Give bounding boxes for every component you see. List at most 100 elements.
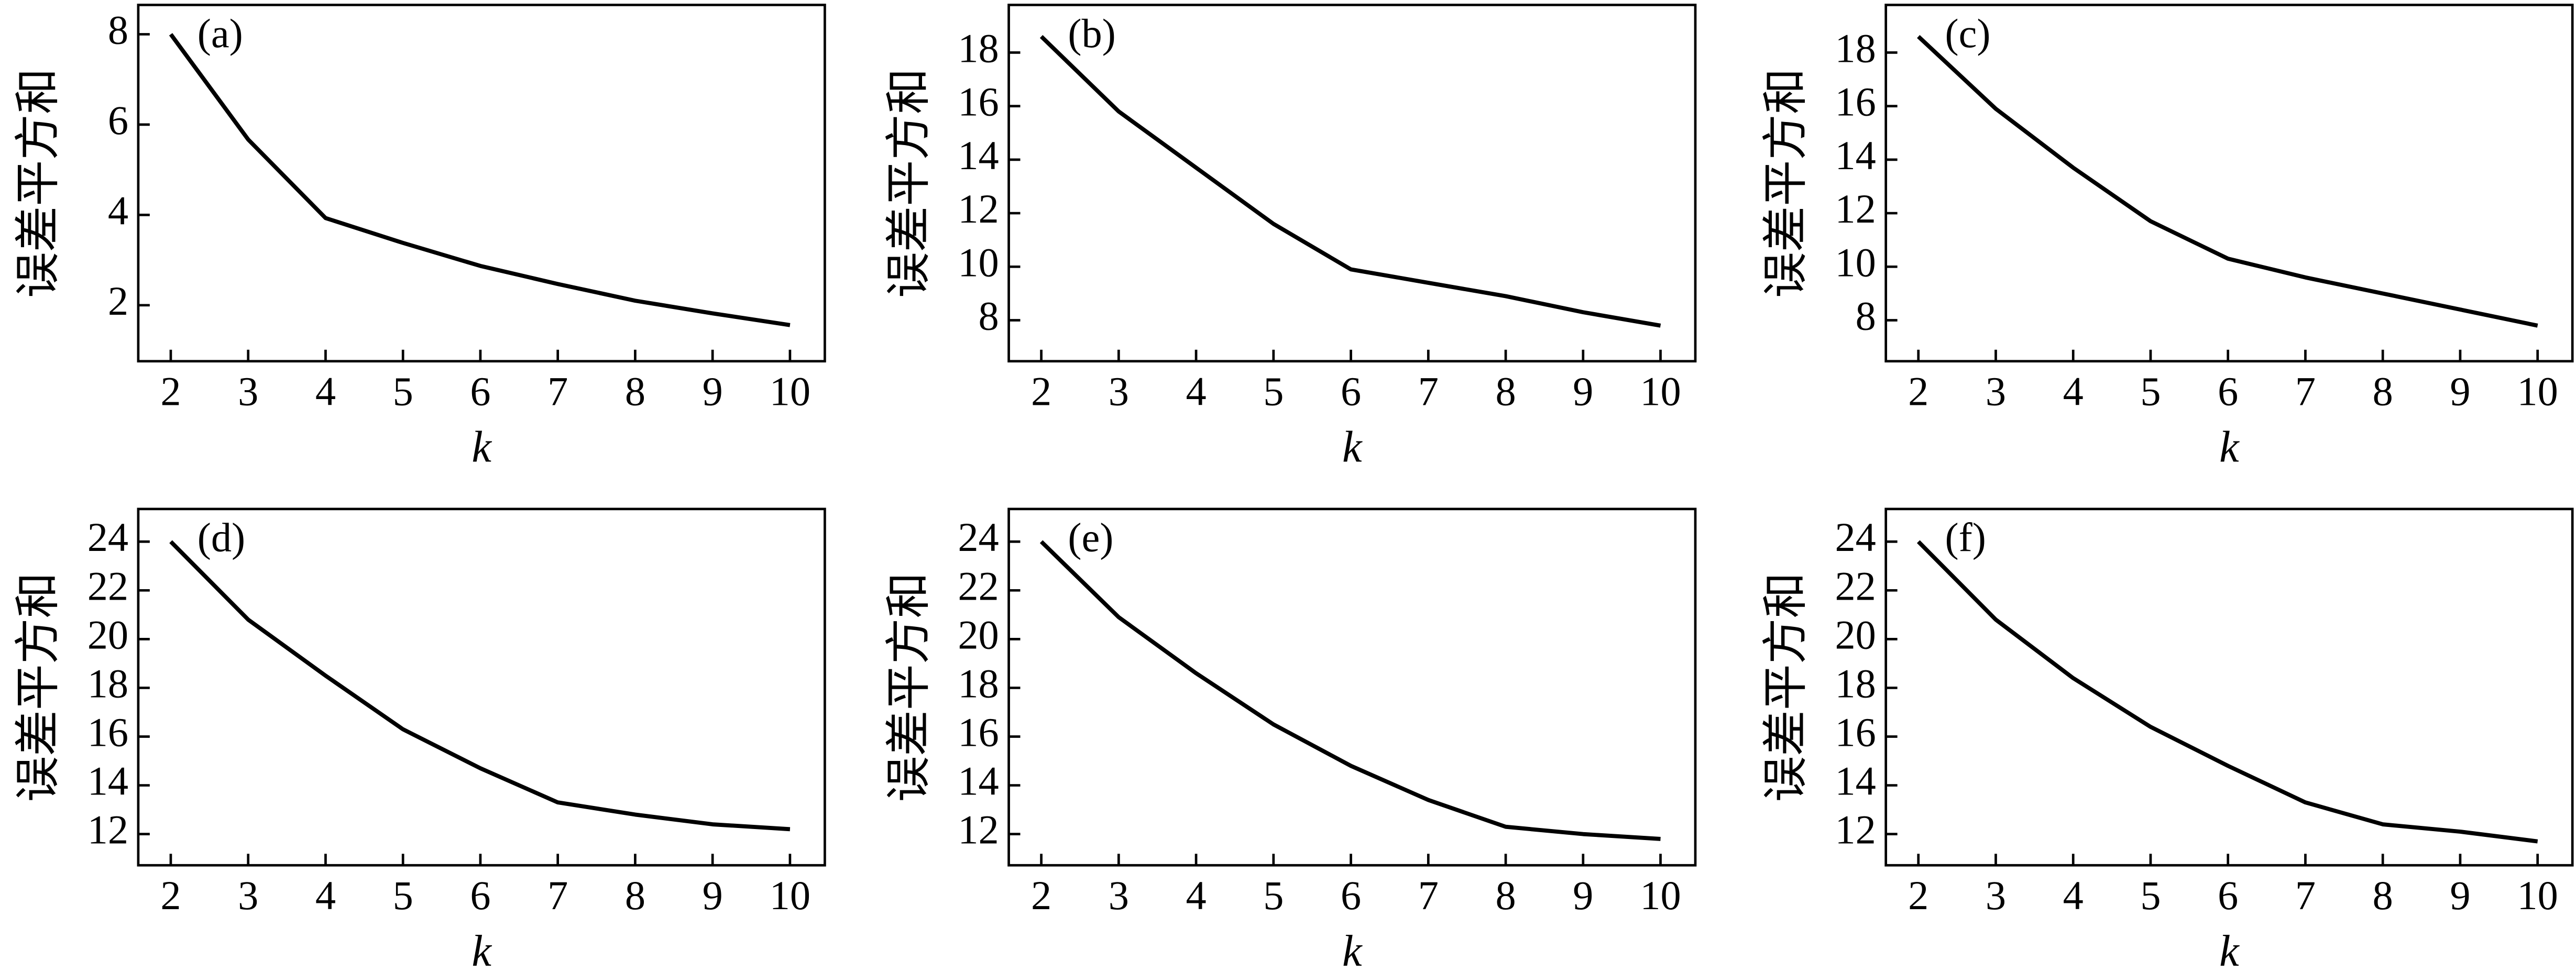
y-axis-label: 误差平方和 <box>883 572 934 802</box>
x-tick-label: 4 <box>1186 872 1206 918</box>
x-tick-label: 2 <box>1908 369 1928 414</box>
y-tick-label: 20 <box>958 612 999 657</box>
y-tick-label: 8 <box>1856 293 1876 339</box>
y-tick-label: 8 <box>108 7 128 52</box>
y-axis-label: 误差平方和 <box>1760 68 1811 298</box>
plot-frame <box>1007 4 1697 363</box>
plot-frame <box>1884 507 2574 867</box>
x-tick-label: 10 <box>770 872 810 918</box>
x-tick-label: 5 <box>393 872 413 918</box>
y-tick-label: 8 <box>979 293 999 339</box>
y-tick-label: 12 <box>1835 186 1876 231</box>
panel-label: (a) <box>198 10 243 56</box>
x-axis-label: k <box>1342 927 1363 972</box>
x-tick-label: 8 <box>625 872 645 918</box>
y-tick-label: 16 <box>958 710 999 755</box>
x-tick-label: 4 <box>2063 369 2084 414</box>
data-line <box>1039 35 1661 328</box>
x-tick-label: 9 <box>703 872 723 918</box>
x-tick-label: 9 <box>1573 872 1593 918</box>
x-tick-label: 9 <box>1573 369 1593 414</box>
x-tick-label: 6 <box>1341 369 1361 414</box>
x-tick-label: 2 <box>1031 872 1051 918</box>
y-axis-label: 误差平方和 <box>13 572 63 802</box>
y-tick-label: 12 <box>958 186 999 231</box>
x-tick-label: 3 <box>1109 872 1129 918</box>
x-tick-label: 9 <box>703 369 723 414</box>
data-line <box>169 33 791 327</box>
data-line <box>169 540 791 832</box>
y-tick-label: 24 <box>87 514 128 560</box>
y-tick-label: 14 <box>1835 758 1876 804</box>
y-tick-label: 14 <box>87 758 128 804</box>
x-tick-label: 2 <box>160 872 181 918</box>
x-tick-label: 2 <box>1031 369 1051 414</box>
x-tick-label: 4 <box>315 369 336 414</box>
y-axis-label: 误差平方和 <box>883 68 934 298</box>
x-tick-label: 2 <box>160 369 181 414</box>
y-axis-label: 误差平方和 <box>1760 572 1811 802</box>
y-tick-label: 16 <box>1835 710 1876 755</box>
x-tick-label: 4 <box>315 872 336 918</box>
y-tick-label: 18 <box>87 660 128 706</box>
y-tick-label: 12 <box>958 807 999 853</box>
y-tick-label: 16 <box>87 710 128 755</box>
x-tick-label: 3 <box>1986 872 2006 918</box>
x-tick-label: 7 <box>2295 872 2316 918</box>
plot-frame <box>1884 4 2574 363</box>
x-tick-label: 5 <box>1263 872 1284 918</box>
plot-frame <box>137 507 826 867</box>
y-tick-label: 22 <box>1835 563 1876 609</box>
x-tick-label: 7 <box>547 872 568 918</box>
x-tick-label: 8 <box>2373 369 2393 414</box>
x-tick-label: 6 <box>470 369 490 414</box>
x-tick-label: 5 <box>2140 369 2161 414</box>
y-tick-label: 20 <box>87 612 128 657</box>
x-tick-label: 6 <box>2218 872 2238 918</box>
x-tick-label: 10 <box>770 369 810 414</box>
x-tick-label: 5 <box>2140 872 2161 918</box>
y-tick-label: 14 <box>958 132 999 178</box>
x-axis-label: k <box>472 423 492 472</box>
x-tick-label: 8 <box>1495 369 1516 414</box>
x-tick-label: 9 <box>2450 872 2470 918</box>
y-tick-label: 16 <box>1835 79 1876 125</box>
x-tick-label: 4 <box>2063 872 2084 918</box>
data-line <box>1917 35 2538 328</box>
x-tick-label: 7 <box>2295 369 2316 414</box>
panel-label: (d) <box>198 515 245 560</box>
x-tick-label: 9 <box>2450 369 2470 414</box>
x-axis-label: k <box>472 927 492 972</box>
y-tick-label: 24 <box>958 514 999 560</box>
y-tick-label: 18 <box>1835 25 1876 71</box>
x-tick-label: 3 <box>1986 369 2006 414</box>
y-tick-label: 10 <box>958 239 999 285</box>
panel-label: (c) <box>1945 10 1991 56</box>
plot-frame <box>1007 507 1697 867</box>
y-tick-label: 22 <box>87 563 128 609</box>
x-tick-label: 5 <box>1263 369 1284 414</box>
x-tick-label: 10 <box>1640 872 1681 918</box>
x-tick-label: 8 <box>2373 872 2393 918</box>
y-tick-label: 10 <box>1835 239 1876 285</box>
x-tick-label: 3 <box>238 369 258 414</box>
y-tick-label: 16 <box>958 79 999 125</box>
y-tick-label: 12 <box>87 807 128 853</box>
y-tick-label: 22 <box>958 563 999 609</box>
y-tick-label: 18 <box>958 25 999 71</box>
y-tick-label: 14 <box>958 758 999 804</box>
y-tick-label: 12 <box>1835 807 1876 853</box>
x-tick-label: 7 <box>1418 872 1439 918</box>
data-line <box>1039 540 1661 841</box>
x-tick-label: 6 <box>470 872 490 918</box>
y-tick-label: 4 <box>108 187 128 233</box>
y-tick-label: 6 <box>108 97 128 143</box>
x-tick-label: 10 <box>2517 369 2558 414</box>
x-axis-label: k <box>1342 423 1363 472</box>
x-tick-label: 2 <box>1908 872 1928 918</box>
x-axis-label: k <box>2219 927 2240 972</box>
y-tick-label: 18 <box>1835 660 1876 706</box>
x-tick-label: 3 <box>1109 369 1129 414</box>
